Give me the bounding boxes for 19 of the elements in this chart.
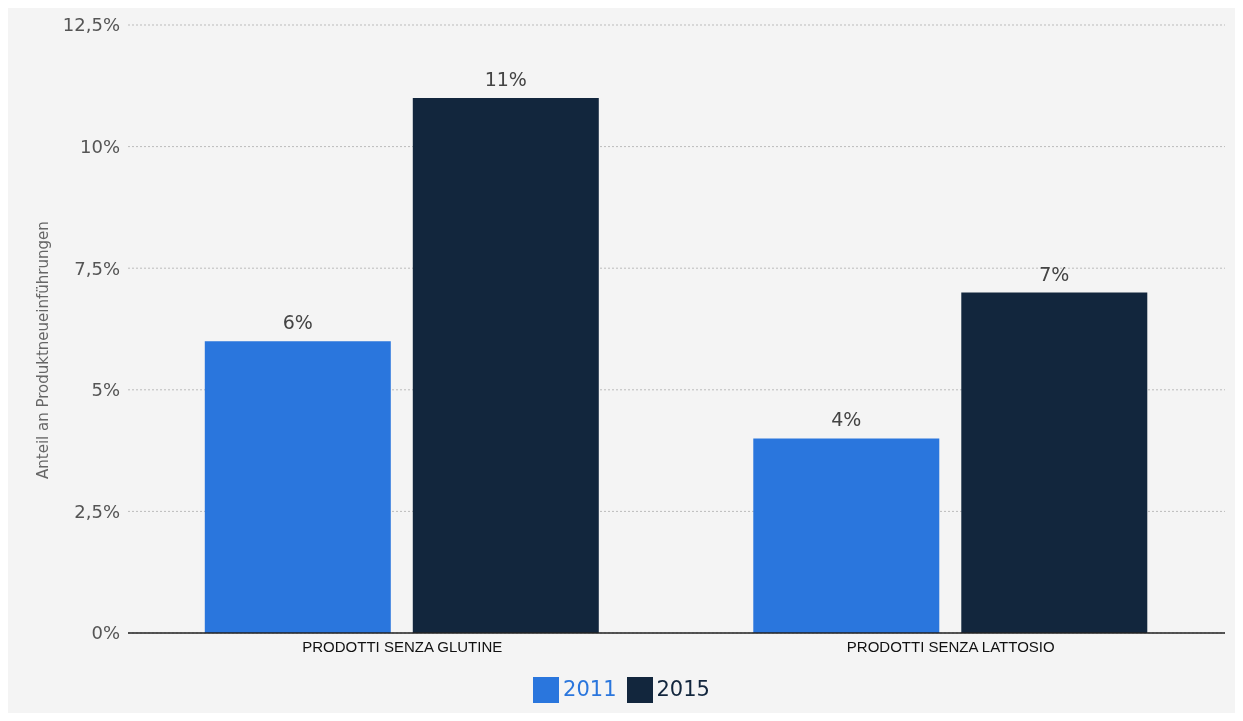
data-label: 11% xyxy=(484,67,527,90)
y-tick-label: 2,5% xyxy=(74,500,120,522)
y-tick-label: 7,5% xyxy=(74,257,120,279)
x-tick-label: PRODOTTI SENZA GLUTINE xyxy=(302,637,503,655)
data-label: 4% xyxy=(831,408,862,431)
bar xyxy=(412,97,599,633)
bar xyxy=(204,341,391,633)
legend-label: 2011 xyxy=(563,677,617,701)
y-tick-label: 5% xyxy=(91,379,120,401)
y-axis-title: Anteil an Produktneueinführungen xyxy=(34,221,53,479)
legend-label: 2015 xyxy=(656,677,710,701)
bar xyxy=(753,438,940,633)
x-tick-label: PRODOTTI SENZA LATTOSIO xyxy=(846,637,1055,655)
data-label: 7% xyxy=(1039,262,1070,285)
y-tick-label: 0% xyxy=(91,622,120,644)
y-tick-label: 12,5% xyxy=(62,14,120,36)
data-label: 6% xyxy=(282,311,313,334)
y-tick-label: 10% xyxy=(79,135,120,157)
bar xyxy=(961,292,1148,633)
